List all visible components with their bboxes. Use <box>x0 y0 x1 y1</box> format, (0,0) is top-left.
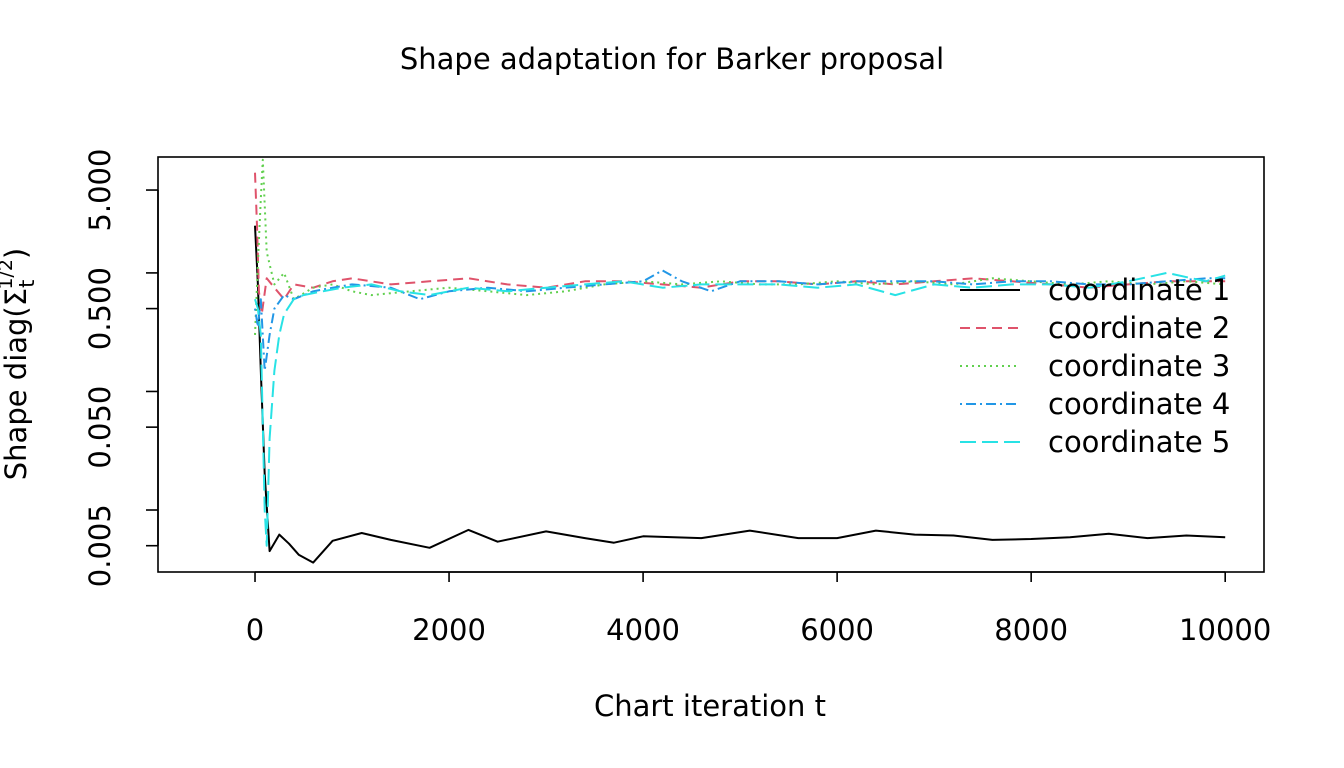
legend-label-1: coordinate 1 <box>1048 273 1230 307</box>
series-layer <box>254 158 1226 564</box>
y-tick-label: 0.050 <box>83 386 117 469</box>
y-axis-label-close: ) <box>0 248 33 259</box>
series-line-3 <box>254 158 1226 335</box>
y-tick-label: 0.005 <box>83 504 117 587</box>
series-line-2 <box>254 172 1226 315</box>
y-tick-label: 5.000 <box>83 149 117 232</box>
x-tick-label: 10000 <box>1179 613 1271 647</box>
x-tick-label: 4000 <box>606 613 680 647</box>
series-line-4 <box>254 269 1226 372</box>
series-line-1 <box>254 225 1226 564</box>
y-axis: 0.005 0.050 0.500 5.000 <box>83 149 159 587</box>
x-axis: 0 2000 4000 6000 8000 10000 <box>246 571 1271 647</box>
series-line-5 <box>254 271 1226 547</box>
y-axis-label-base: Σ <box>0 288 33 306</box>
x-tick-label: 6000 <box>800 613 874 647</box>
x-tick-label: 0 <box>246 613 264 647</box>
legend-label-4: coordinate 4 <box>1048 387 1230 421</box>
x-tick-label: 2000 <box>412 613 486 647</box>
chart-title: Shape adaptation for Barker proposal <box>400 42 944 76</box>
legend-label-3: coordinate 3 <box>1048 349 1230 383</box>
x-tick-label: 8000 <box>994 613 1068 647</box>
legend-label-2: coordinate 2 <box>1048 311 1230 345</box>
y-axis-label-main: Shape diag( <box>0 306 33 480</box>
y-tick-label: 0.500 <box>83 267 117 350</box>
y-axis-label-sub: t <box>15 280 39 288</box>
y-axis-label-sup: 1/2 <box>0 259 17 290</box>
legend: coordinate 1 coordinate 2 coordinate 3 coor… <box>960 273 1230 459</box>
legend-label-5: coordinate 5 <box>1048 425 1230 459</box>
y-axis-label: Shape diag(Σt1/2) <box>0 248 39 480</box>
x-axis-label: Chart iteration t <box>594 689 826 723</box>
